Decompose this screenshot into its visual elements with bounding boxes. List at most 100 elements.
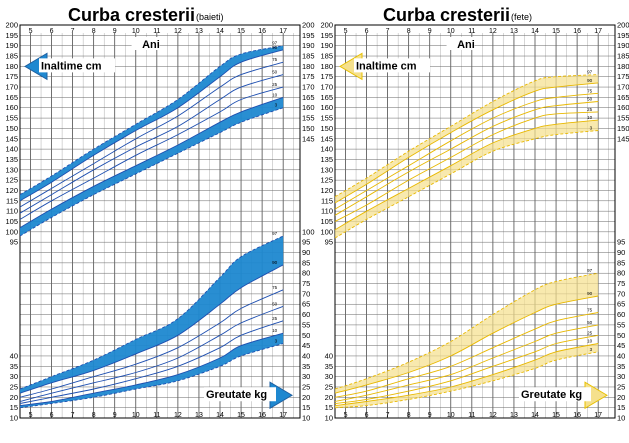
height-curve-label: 3 xyxy=(275,103,278,108)
x-tick-label-top: 10 xyxy=(132,28,140,35)
weight-curve-label: 25 xyxy=(587,330,593,335)
y-tick-label-right: 175 xyxy=(302,72,315,81)
y-tick-label-right: 195 xyxy=(302,31,315,40)
x-tick-label-bottom: 11 xyxy=(153,412,160,419)
y-tick-label-right: 170 xyxy=(617,83,629,92)
height-curve-p25 xyxy=(334,111,599,222)
y-tick-label-left: 145 xyxy=(5,134,18,143)
x-tick-label-bottom: 13 xyxy=(510,412,518,419)
y-tick-label-right: 160 xyxy=(617,103,629,112)
x-tick-label-top: 15 xyxy=(552,28,560,35)
y-tick-label-right: 60 xyxy=(302,310,310,319)
x-tick-label-bottom: 12 xyxy=(174,412,182,419)
y-tick-label-right: 75 xyxy=(302,279,310,288)
y-tick-label-left: 25 xyxy=(325,382,333,391)
x-tick-label-top: 16 xyxy=(258,28,266,35)
height-curve-p75 xyxy=(334,92,599,210)
weight-band-upper xyxy=(335,273,599,394)
height-curve-p97 xyxy=(334,74,599,198)
weight-curve-p3 xyxy=(334,351,599,409)
weight-curve-label: 3 xyxy=(590,347,593,352)
x-tick-label-bottom: 17 xyxy=(594,412,602,419)
x-tick-label-bottom: 7 xyxy=(71,412,75,419)
x-tick-label-bottom: 10 xyxy=(447,412,455,419)
x-tick-label-bottom: 14 xyxy=(216,412,224,419)
y-tick-label-left: 175 xyxy=(5,72,18,81)
x-tick-label-bottom: 17 xyxy=(279,412,287,419)
x-tick-label-top: 13 xyxy=(195,28,203,35)
y-tick-label-right: 195 xyxy=(617,31,629,40)
y-tick-label-right: 145 xyxy=(302,134,315,143)
y-tick-label-left: 185 xyxy=(320,52,333,61)
chart-panel-boys: Curba cresterii (baieti)55667788991010111… xyxy=(5,5,314,423)
chart-subtitle: (fete) xyxy=(511,12,532,22)
y-tick-label-left: 170 xyxy=(5,83,18,92)
y-tick-label-left: 20 xyxy=(325,393,333,402)
y-tick-label-right: 10 xyxy=(302,414,310,423)
height-curve-label: 97 xyxy=(272,41,278,46)
x-axis-label-bg xyxy=(446,37,475,50)
x-tick-label-top: 12 xyxy=(174,28,182,35)
y-tick-label-right: 165 xyxy=(617,93,629,102)
y-tick-label-left: 10 xyxy=(325,414,333,423)
x-tick-label-top: 12 xyxy=(489,28,497,35)
y-tick-label-right: 25 xyxy=(302,382,310,391)
y-tick-label-right: 45 xyxy=(617,341,625,350)
y-tick-label-left: 170 xyxy=(320,83,333,92)
y-tick-label-right: 10 xyxy=(617,414,625,423)
y-tick-label-left: 120 xyxy=(5,186,18,195)
weight-curve-label: 90 xyxy=(587,291,593,296)
y-tick-label-right: 200 xyxy=(617,21,629,30)
y-tick-label-left: 125 xyxy=(5,176,18,185)
y-tick-label-right: 15 xyxy=(302,403,310,412)
y-tick-label-left: 30 xyxy=(325,372,333,381)
y-tick-label-left: 160 xyxy=(320,103,333,112)
y-tick-label-right: 75 xyxy=(617,279,625,288)
y-tick-label-right: 155 xyxy=(617,114,629,123)
y-tick-label-right: 60 xyxy=(617,310,625,319)
y-tick-label-right: 65 xyxy=(617,300,625,309)
height-curve-label: 75 xyxy=(272,57,278,62)
y-tick-label-left: 35 xyxy=(325,362,333,371)
y-tick-label-right: 85 xyxy=(617,258,625,267)
y-tick-label-right: 40 xyxy=(302,351,310,360)
y-tick-label-left: 180 xyxy=(5,62,18,71)
y-tick-label-right: 175 xyxy=(617,72,629,81)
y-tick-label-right: 70 xyxy=(617,289,625,298)
y-tick-label-right: 170 xyxy=(302,83,315,92)
y-tick-label-left: 120 xyxy=(320,186,333,195)
y-tick-label-right: 95 xyxy=(302,238,310,247)
y-tick-label-left: 155 xyxy=(320,114,333,123)
x-tick-label-bottom: 6 xyxy=(50,412,54,419)
y-tick-label-right: 20 xyxy=(617,393,625,402)
x-tick-label-top: 9 xyxy=(113,28,117,35)
weight-percentile-curves: 97 90 75 50 25 10 3 xyxy=(334,268,599,409)
y-tick-label-left: 185 xyxy=(5,52,18,61)
y-tick-label-right: 40 xyxy=(617,351,625,360)
height-curve-p25 xyxy=(19,86,284,220)
y-tick-label-right: 55 xyxy=(302,320,310,329)
height-curve-p97 xyxy=(19,45,284,195)
height-label-bg xyxy=(354,58,430,73)
weight-curve-p90 xyxy=(334,295,599,394)
y-tick-label-left: 190 xyxy=(5,41,18,50)
y-tick-label-right: 190 xyxy=(617,41,629,50)
y-tick-label-left: 155 xyxy=(5,114,18,123)
height-curve-label: 75 xyxy=(587,88,593,93)
y-tick-label-left: 95 xyxy=(325,238,333,247)
x-tick-label-top: 16 xyxy=(573,28,581,35)
y-tick-label-left: 195 xyxy=(5,31,18,40)
weight-curve-p75 xyxy=(334,312,599,398)
x-tick-label-top: 13 xyxy=(510,28,518,35)
weight-axis-label: Greutate kg xyxy=(206,389,267,401)
y-tick-label-right: 90 xyxy=(302,248,310,257)
x-tick-label-top: 6 xyxy=(365,28,369,35)
y-tick-label-left: 40 xyxy=(325,351,333,360)
height-curve-label: 90 xyxy=(587,78,593,83)
height-curve-label: 90 xyxy=(272,45,278,50)
x-tick-label-bottom: 15 xyxy=(237,412,245,419)
y-tick-label-left: 115 xyxy=(6,196,18,205)
x-tick-label-top: 11 xyxy=(153,28,160,35)
